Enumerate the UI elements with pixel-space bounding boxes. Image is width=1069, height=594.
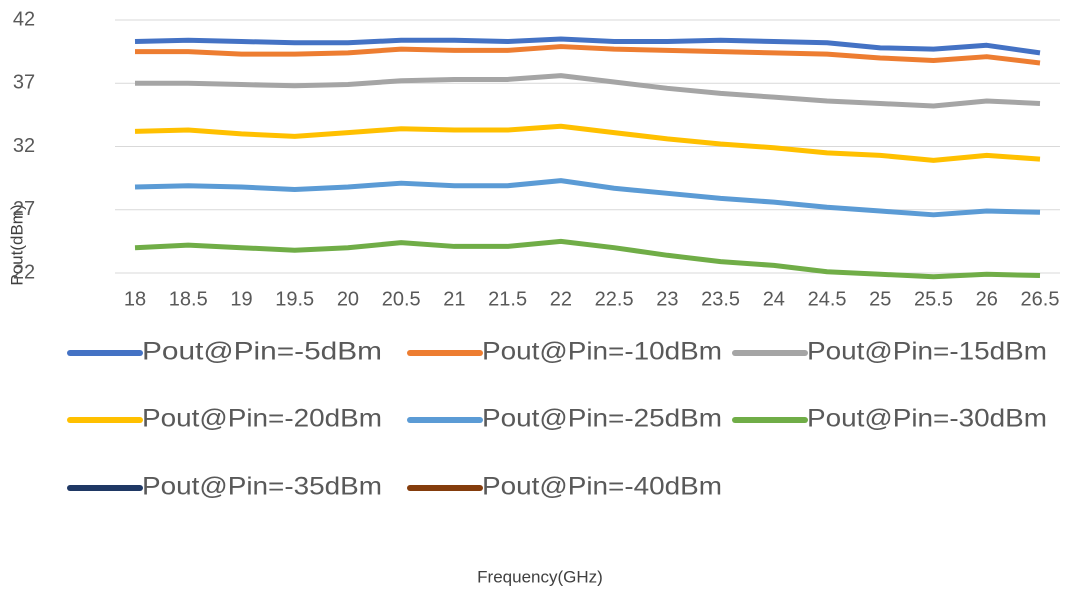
legend-label: Pout@Pin=-5dBm — [142, 338, 382, 366]
x-tick-label: 21.5 — [488, 288, 527, 310]
legend-label: Pout@Pin=-10dBm — [482, 338, 722, 366]
x-tick-label: 20.5 — [382, 288, 421, 310]
x-axis-title: Frequency(GHz) — [477, 567, 603, 586]
x-tick-label: 25 — [869, 288, 891, 310]
x-tick-label: 20 — [337, 288, 359, 310]
series-line — [134, 123, 1041, 163]
x-tick-label: 22 — [550, 288, 572, 310]
y-tick-label: 27 — [13, 198, 35, 220]
legend-label: Pout@Pin=-35dBm — [142, 473, 382, 501]
y-axis-title: Pout(dBm) — [7, 204, 26, 285]
y-tick-label: 22 — [13, 261, 35, 283]
x-tick-label: 18.5 — [169, 288, 208, 310]
x-tick-label: 22.5 — [595, 288, 634, 310]
series-line — [135, 73, 1041, 109]
legend-label: Pout@Pin=-40dBm — [482, 473, 722, 501]
x-tick-label: 26.5 — [1021, 288, 1060, 310]
x-tick-label: 24.5 — [808, 288, 847, 310]
legend-label: Pout@Pin=-15dBm — [807, 338, 1047, 366]
series-line — [134, 36, 1041, 56]
legend-label: Pout@Pin=-30dBm — [807, 405, 1047, 433]
y-tick-label: 32 — [13, 135, 35, 157]
x-tick-label: 23.5 — [701, 288, 740, 310]
x-tick-label: 23 — [656, 288, 678, 310]
legend-label: Pout@Pin=-25dBm — [482, 405, 722, 433]
series-line — [135, 44, 1041, 66]
x-tick-label: 19.5 — [275, 288, 314, 310]
x-tick-label: 26 — [976, 288, 998, 310]
x-tick-label: 18 — [124, 288, 146, 310]
series-line — [134, 238, 1041, 280]
y-tick-label: 37 — [13, 72, 35, 94]
x-tick-label: 25.5 — [914, 288, 953, 310]
x-tick-label: 19 — [230, 288, 252, 310]
series-line — [134, 178, 1041, 218]
x-tick-label: 21 — [443, 288, 465, 310]
legend-label: Pout@Pin=-20dBm — [142, 405, 382, 433]
y-tick-label: 42 — [13, 8, 35, 30]
x-tick-label: 24 — [763, 288, 785, 310]
